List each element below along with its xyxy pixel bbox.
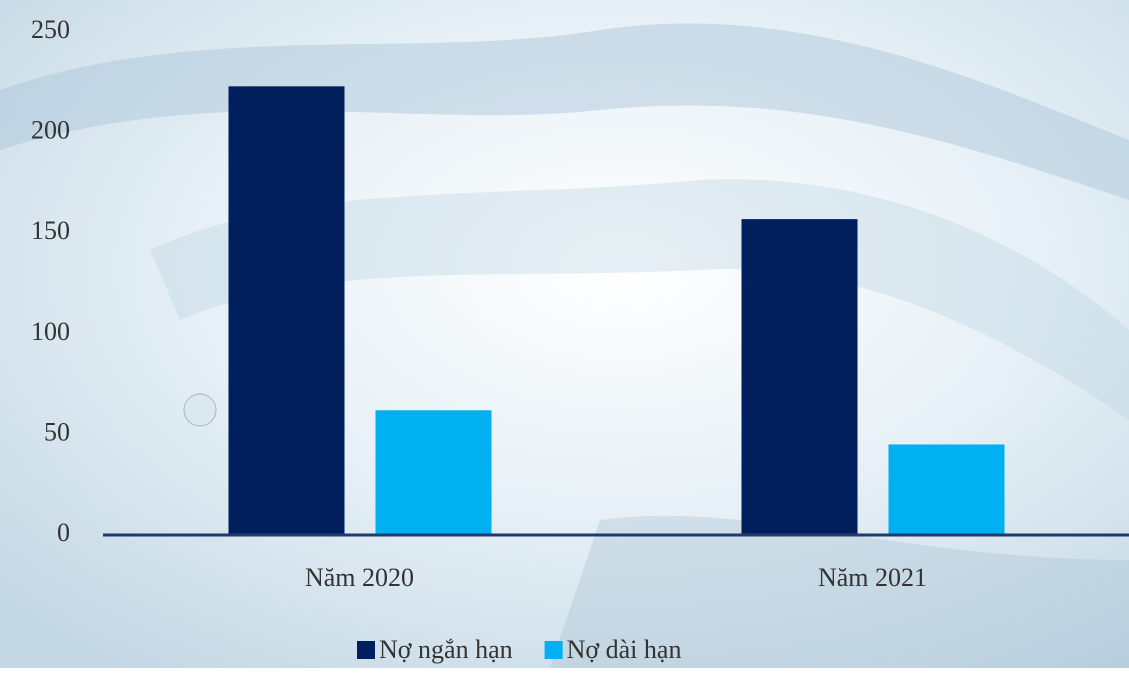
legend-label: Nợ dài hạn bbox=[567, 635, 682, 664]
y-tick-label: 150 bbox=[31, 216, 70, 245]
water-splash bbox=[150, 179, 1129, 420]
bar bbox=[741, 219, 858, 535]
legend-label: Nợ ngắn hạn bbox=[379, 635, 513, 664]
bar bbox=[888, 444, 1005, 535]
y-tick-label: 0 bbox=[57, 518, 70, 547]
y-tick-label: 250 bbox=[31, 15, 70, 44]
water-splash bbox=[0, 23, 1129, 200]
bar bbox=[228, 86, 345, 535]
legend-swatch bbox=[357, 641, 375, 659]
x-tick-label: Năm 2020 bbox=[305, 563, 414, 592]
bar bbox=[375, 410, 492, 535]
y-tick-label: 50 bbox=[44, 417, 70, 446]
water-drop bbox=[183, 393, 217, 427]
y-tick-label: 200 bbox=[31, 116, 70, 145]
legend-swatch bbox=[544, 641, 563, 659]
y-tick-label: 100 bbox=[31, 317, 70, 346]
x-tick-label: Năm 2021 bbox=[818, 563, 927, 592]
water-splash bbox=[550, 515, 1129, 668]
